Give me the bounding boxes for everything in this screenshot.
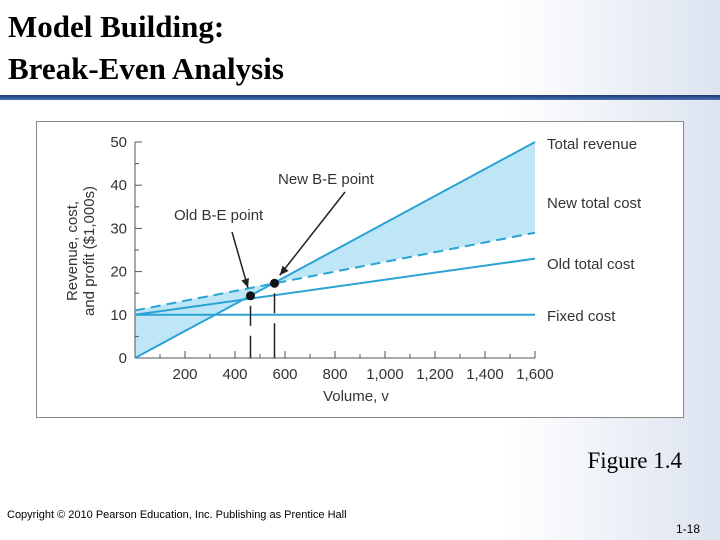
x-axis-label: Volume, v xyxy=(323,388,389,405)
annotation-arrow-shaft xyxy=(279,191,346,276)
y-tick-label: 50 xyxy=(110,134,127,151)
break-even-marker xyxy=(246,291,255,301)
figure-caption: Figure 1.4 xyxy=(587,448,682,473)
series-label-fixed-cost: Fixed cost xyxy=(547,308,616,325)
copyright-notice: Copyright © 2010 Pearson Education, Inc.… xyxy=(7,509,347,521)
x-tick-label: 400 xyxy=(222,366,247,383)
annotation-arrow-shaft xyxy=(231,231,249,288)
break-even-points xyxy=(246,278,279,301)
figure-frame xyxy=(36,121,684,418)
title-line-1: Model Building: xyxy=(8,9,225,44)
series-label-old-total-cost: Old total cost xyxy=(547,256,635,273)
old-be-point-label: Old B-E point xyxy=(174,207,264,224)
y-tick-label: 30 xyxy=(110,220,127,237)
y-axis-label-line-2: and profit ($1,000s) xyxy=(81,186,98,316)
x-tick-label: 600 xyxy=(272,366,297,383)
series-label-new-total-cost: New total cost xyxy=(547,195,642,212)
title-divider xyxy=(0,95,720,100)
break-even-marker xyxy=(270,278,279,288)
x-tick-label: 1,400 xyxy=(466,366,504,383)
y-axis-label-line-1: Revenue, cost, xyxy=(64,201,81,301)
x-tick-label: 800 xyxy=(322,366,347,383)
series-line-old-total-cost xyxy=(134,257,536,316)
y-tick-label: 0 xyxy=(119,350,127,367)
new-be-point-label: New B-E point xyxy=(278,171,375,188)
x-tick-label: 1,000 xyxy=(366,366,404,383)
annotation-arrow-head xyxy=(279,265,289,276)
annotation-arrow-head xyxy=(241,277,249,288)
title-line-2: Break-Even Analysis xyxy=(8,51,284,86)
page-number: 1-18 xyxy=(675,522,700,536)
series-labels: Total revenue New total cost Old total cos… xyxy=(547,136,642,325)
y-tick-label: 40 xyxy=(110,177,127,194)
slide-title: Model Building: Break-Even Analysis xyxy=(8,6,284,90)
series-lines xyxy=(134,141,536,359)
x-tick-label: 200 xyxy=(172,366,197,383)
annotations: Old B-E point New B-E point xyxy=(174,171,375,288)
series-label-total-revenue: Total revenue xyxy=(547,136,637,153)
break-even-drop-lines xyxy=(249,293,276,358)
y-tick-label: 20 xyxy=(110,264,127,281)
series-line-new-total-cost xyxy=(134,231,536,312)
y-axis-label: Revenue, cost, and profit ($1,000s) xyxy=(64,186,98,316)
x-tick-label: 1,600 xyxy=(516,366,554,383)
y-tick-label: 10 xyxy=(110,307,127,324)
x-tick-label: 1,200 xyxy=(416,366,454,383)
ticks: 0 10 20 30 40 50 200 400 600 800 1,000 1,200 1,400 1,… xyxy=(110,134,553,383)
series-line-total-revenue xyxy=(134,141,536,359)
